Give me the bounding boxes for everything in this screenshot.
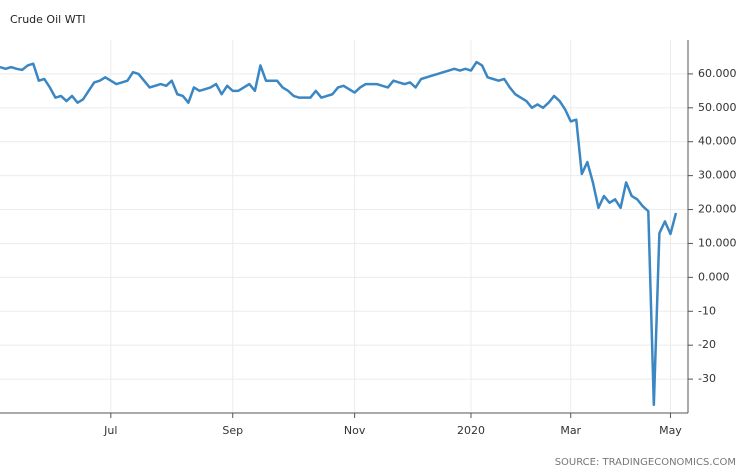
y-tick-label: 60.000 <box>698 67 737 80</box>
y-tick-label: 0.000 <box>698 270 730 283</box>
y-tick-label: 10.000 <box>698 236 737 249</box>
y-tick-label: 50.000 <box>698 101 737 114</box>
x-tick-label: Mar <box>560 424 581 437</box>
y-tick-label: 30.000 <box>698 169 737 182</box>
y-tick-label: 20.000 <box>698 203 737 216</box>
y-tick-label: -30 <box>698 372 716 385</box>
x-tick-label: May <box>659 424 682 437</box>
chart-title: Crude Oil WTI <box>10 13 86 26</box>
y-tick-label: -20 <box>698 338 716 351</box>
price-line <box>0 60 678 407</box>
x-tick-label: 2020 <box>457 424 485 437</box>
y-tick-label: 40.000 <box>698 135 737 148</box>
y-tick-label: -10 <box>698 304 716 317</box>
x-tick-label: Jul <box>103 424 117 437</box>
x-tick-label: Nov <box>344 424 366 437</box>
x-tick-label: Sep <box>222 424 243 437</box>
source: SOURCE: TRADINGECONOMICS.COM <box>555 457 736 468</box>
